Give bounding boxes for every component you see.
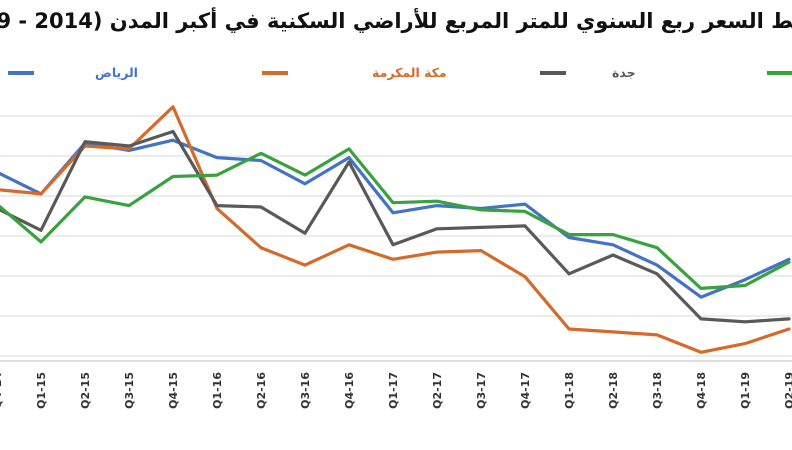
legend-label: الرياض — [95, 65, 138, 80]
x-tick-label: Q1-19 — [739, 372, 752, 409]
chart-title: متوسط السعر ربع السنوي للمتر المربع للأر… — [0, 6, 792, 34]
x-tick-label: Q2-17 — [431, 372, 444, 409]
x-tick-label: Q3-15 — [123, 372, 136, 409]
x-tick-label: Q3-17 — [475, 372, 488, 409]
x-tick-label: Q4-14 — [0, 372, 4, 409]
series-line — [0, 147, 791, 290]
series-line — [0, 105, 791, 354]
x-tick-label: Q1-18 — [563, 372, 576, 409]
x-tick-label: Q2-15 — [79, 372, 92, 409]
x-tick-label: Q1-16 — [211, 372, 224, 409]
x-tick-label: Q4-18 — [695, 372, 708, 409]
x-tick-label: Q2-19 — [783, 372, 792, 409]
x-tick-label: Q1-17 — [387, 372, 400, 409]
legend-label: مكة المكرمة — [372, 65, 447, 80]
x-tick-label: Q4-17 — [519, 372, 532, 409]
legend-label: جدة — [612, 65, 636, 80]
x-tick-label: Q2-16 — [255, 372, 268, 409]
series-line — [0, 138, 791, 299]
series-line — [0, 129, 791, 324]
x-tick-label: Q2-18 — [607, 372, 620, 409]
x-tick-label: Q1-15 — [35, 372, 48, 409]
x-tick-label: Q4-16 — [343, 372, 356, 409]
x-tick-label: Q4-15 — [167, 372, 180, 409]
x-tick-label: Q3-18 — [651, 372, 664, 409]
x-tick-label: Q3-16 — [299, 372, 312, 409]
